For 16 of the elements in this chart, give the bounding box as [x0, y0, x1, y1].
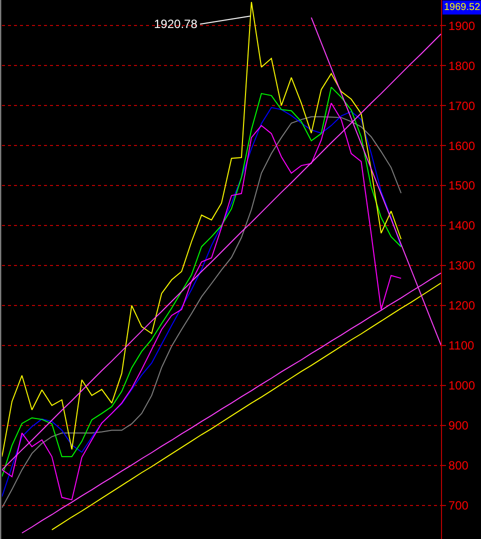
y-tick-label: 1200: [448, 298, 476, 313]
y-tick-label: 1100: [448, 338, 475, 353]
y-tick-label: 1700: [448, 98, 476, 113]
text: 1969.52: [444, 2, 481, 13]
annotation: 1920.78: [154, 17, 198, 31]
y-tick-label: 800: [448, 458, 469, 473]
line-series: [2, 2, 402, 458]
y-tick-label: 1300: [448, 258, 476, 273]
y-tick-label: 700: [448, 498, 469, 513]
y-tick-label: 1500: [448, 178, 476, 193]
y-tick-label: 1800: [448, 58, 476, 73]
y-tick-label: 1400: [448, 218, 476, 233]
y-tick-label: 1000: [448, 378, 476, 393]
y-tick-label: 1900: [448, 18, 476, 33]
y-tick-label: 900: [448, 418, 469, 433]
y-tick-label: 1600: [448, 138, 476, 153]
